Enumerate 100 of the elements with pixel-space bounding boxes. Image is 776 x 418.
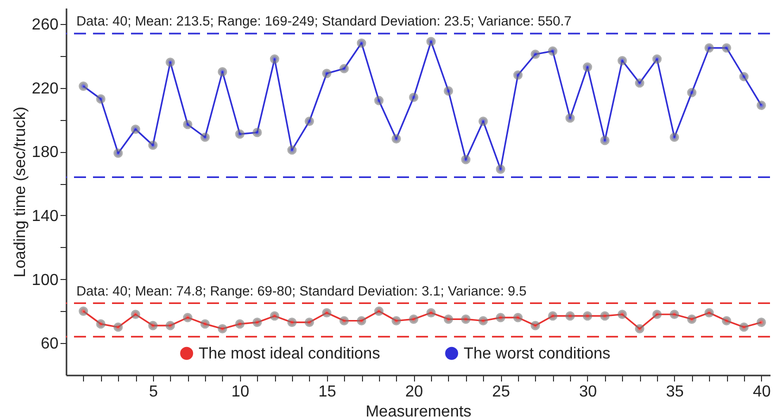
- point: [287, 145, 297, 155]
- point: [652, 310, 662, 320]
- point: [496, 164, 506, 174]
- point: [166, 320, 175, 330]
- point: [235, 319, 244, 329]
- point: [618, 310, 627, 320]
- point: [339, 316, 349, 326]
- point: [392, 316, 401, 326]
- point: [565, 113, 575, 123]
- point: [461, 154, 470, 164]
- point: [739, 322, 749, 332]
- point: [426, 308, 436, 318]
- x-tick-label: 35: [666, 384, 684, 400]
- point: [200, 132, 210, 142]
- point: [113, 322, 123, 332]
- point: [218, 67, 228, 76]
- point: [166, 58, 175, 67]
- point: [548, 46, 558, 56]
- point: [634, 324, 644, 334]
- x-tick-label: 5: [148, 384, 158, 400]
- point: [252, 318, 262, 327]
- point: [235, 129, 244, 139]
- point: [374, 306, 384, 316]
- point: [392, 134, 401, 144]
- point: [600, 311, 610, 321]
- point: [113, 148, 123, 158]
- y-tick-label: 100: [32, 272, 59, 289]
- point: [96, 319, 106, 329]
- legend-label: The worst conditions: [464, 345, 610, 362]
- point: [565, 311, 575, 321]
- y-tick-label: 140: [32, 208, 59, 225]
- x-tick-label: 30: [579, 384, 597, 400]
- x-tick-label: 20: [405, 384, 424, 400]
- point: [322, 308, 332, 318]
- annotation: Data: 40; Mean: 74.8; Range: 69-80; Standard Deviation: 3.1; Variance: 9.5: [76, 283, 526, 298]
- point: [582, 311, 592, 321]
- point: [426, 36, 436, 46]
- point: [270, 311, 280, 321]
- point: [148, 140, 158, 150]
- point: [704, 308, 714, 318]
- point: [582, 62, 592, 72]
- point: [444, 314, 454, 324]
- point: [530, 50, 540, 59]
- point: [722, 316, 732, 326]
- y-axis-title: Loading time (sec/truck): [12, 106, 29, 278]
- point: [687, 88, 696, 98]
- point: [756, 318, 766, 327]
- point: [130, 124, 140, 134]
- point: [513, 70, 523, 80]
- point: [548, 311, 558, 321]
- point: [304, 318, 314, 327]
- point: [252, 128, 262, 138]
- x-tick-label: 25: [492, 384, 510, 400]
- y-tick-label: 260: [32, 16, 59, 34]
- point: [200, 319, 210, 329]
- point: [339, 64, 349, 74]
- point: [687, 314, 696, 324]
- point: [148, 320, 158, 330]
- point: [444, 86, 454, 96]
- point: [78, 306, 88, 316]
- x-tick-label: 40: [752, 384, 771, 400]
- y-tick-label: 220: [32, 80, 59, 98]
- point: [513, 312, 523, 322]
- point: [670, 132, 680, 142]
- point: [96, 94, 106, 104]
- point: [374, 96, 384, 106]
- point: [704, 43, 714, 53]
- y-tick-label: 60: [40, 336, 59, 353]
- point: [722, 43, 732, 53]
- point: [739, 72, 749, 82]
- point: [600, 136, 610, 146]
- point: [756, 100, 766, 110]
- point: [322, 68, 332, 78]
- x-tick-label: 10: [231, 384, 250, 400]
- point: [130, 310, 140, 320]
- point: [356, 316, 366, 326]
- point: [478, 116, 488, 126]
- x-axis-title: Measurements: [366, 404, 472, 418]
- point: [78, 82, 88, 91]
- point: [530, 320, 540, 330]
- point: [670, 310, 680, 320]
- point: [218, 324, 228, 334]
- point: [287, 318, 297, 327]
- point: [183, 120, 192, 130]
- point: [304, 116, 314, 126]
- annotation: Data: 40; Mean: 213.5; Range: 169-249; Standard Deviation: 23.5; Variance: 550.7: [76, 14, 572, 29]
- point: [618, 56, 627, 66]
- point: [652, 54, 662, 64]
- point: [496, 312, 506, 322]
- x-tick-label: 15: [318, 384, 336, 400]
- point: [478, 316, 488, 326]
- point: [461, 314, 470, 324]
- legend-label: The most ideal conditions: [198, 345, 380, 362]
- point: [634, 78, 644, 88]
- point: [408, 92, 418, 102]
- point: [408, 314, 418, 324]
- y-tick-label: 180: [32, 144, 59, 162]
- point: [183, 312, 192, 322]
- point: [270, 54, 280, 64]
- point: [356, 38, 366, 48]
